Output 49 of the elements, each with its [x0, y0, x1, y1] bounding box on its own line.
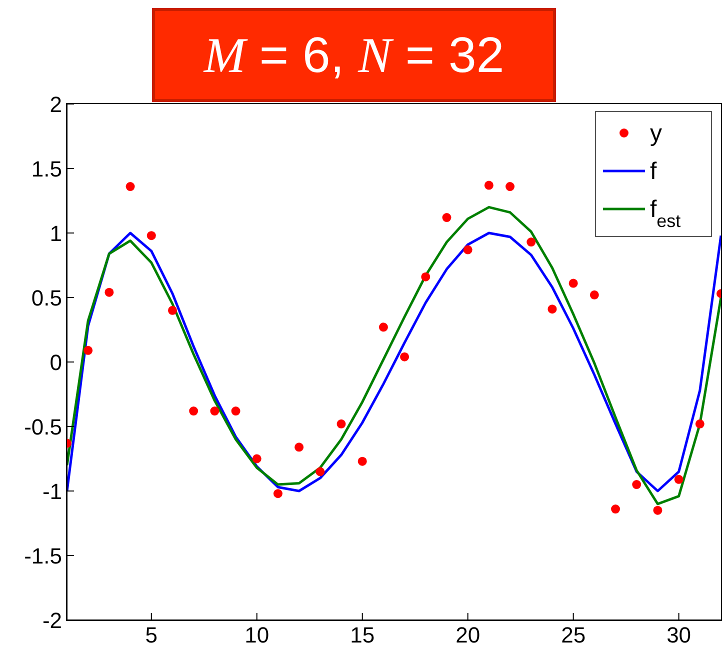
legend-label: f$_{est}$	[650, 196, 681, 231]
point	[189, 406, 198, 416]
legend-label: f	[650, 158, 657, 185]
point	[316, 467, 325, 476]
point	[674, 474, 684, 484]
y-tick-label: -1.5	[24, 543, 62, 568]
point	[463, 245, 472, 254]
point	[421, 272, 430, 282]
point	[590, 290, 599, 300]
y-tick-label: 1	[50, 220, 62, 246]
y-tick-label: -0.5	[24, 414, 62, 440]
point	[442, 213, 452, 222]
y-tick-label: 0	[50, 350, 62, 375]
point	[146, 231, 156, 240]
point	[653, 506, 662, 515]
point	[632, 480, 642, 490]
y-tick-label: -1	[42, 478, 62, 504]
point	[210, 406, 220, 416]
point	[506, 182, 515, 192]
point	[126, 182, 135, 192]
point	[273, 489, 282, 498]
x-tick-label: 30	[666, 622, 692, 648]
point	[400, 352, 410, 362]
x-tick-label: 10	[244, 622, 270, 648]
point	[168, 306, 177, 315]
point	[358, 456, 367, 466]
point	[336, 419, 346, 428]
point	[484, 180, 494, 190]
point	[104, 288, 114, 297]
point	[695, 419, 704, 428]
point	[231, 406, 240, 416]
x-tick-label: 20	[456, 622, 480, 648]
point	[568, 278, 578, 288]
y-tick-label: 0.5	[31, 285, 62, 310]
point	[252, 454, 262, 464]
y-tick-label: -2	[42, 608, 62, 633]
y-tick-label: 2	[50, 92, 62, 117]
point	[294, 442, 304, 452]
x-tick-label: 25	[561, 622, 586, 648]
point	[378, 322, 388, 332]
point	[84, 346, 93, 355]
point	[548, 304, 557, 314]
point	[611, 504, 620, 514]
x-tick-label: 5	[145, 622, 158, 648]
legend-label: y	[650, 120, 662, 147]
chart-title: M = 6, N = 32	[204, 26, 504, 84]
x-tick-label: 15	[350, 622, 375, 648]
point	[526, 238, 536, 247]
y-tick-label: 1.5	[31, 156, 62, 182]
